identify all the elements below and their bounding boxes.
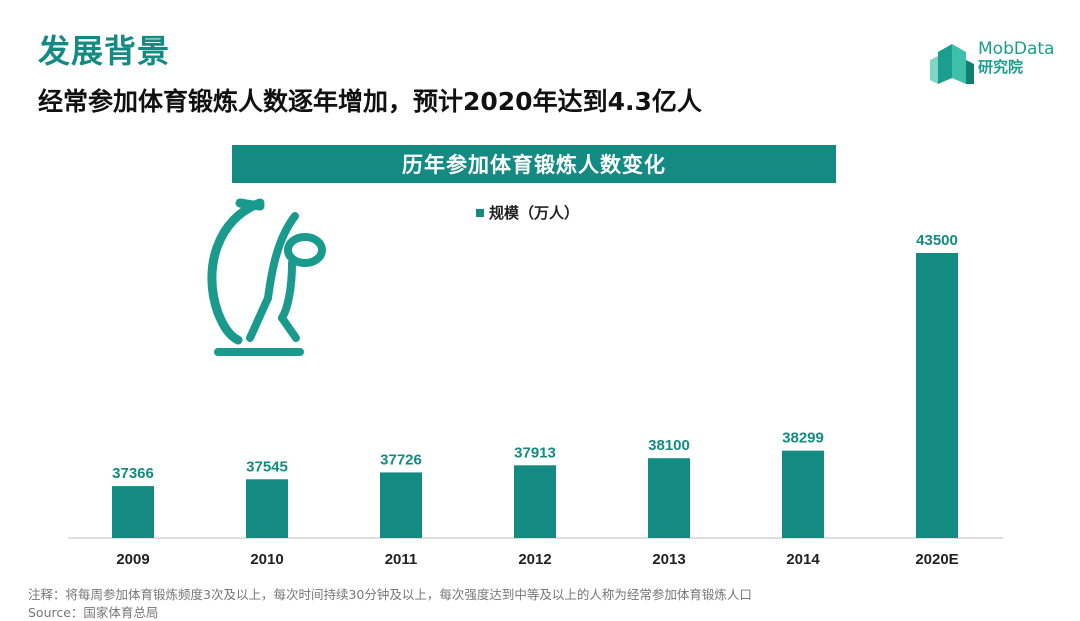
logo-mark-icon <box>930 44 974 84</box>
bar-2013 <box>648 458 690 538</box>
bar-2012 <box>514 465 556 538</box>
chart-legend: 规模（万人） <box>476 202 579 223</box>
data-label-2014: 38299 <box>782 430 824 447</box>
x-tick-label-2011: 2011 <box>385 551 418 568</box>
source-note: Source：国家体育总局 <box>28 605 159 620</box>
data-label-2020E: 43500 <box>916 232 958 249</box>
bar-2011 <box>380 472 422 538</box>
bar-2020E <box>916 253 958 538</box>
x-tick-label-2010: 2010 <box>250 551 283 568</box>
x-tick-label-2014: 2014 <box>786 551 820 568</box>
athlete-icon <box>207 198 326 356</box>
x-tick-label-2020E: 2020E <box>915 551 958 568</box>
legend-label: 规模（万人） <box>489 204 580 222</box>
data-label-2009: 37366 <box>112 465 154 482</box>
data-label-2012: 37913 <box>514 444 556 461</box>
data-label-2013: 38100 <box>648 437 690 454</box>
bar-2014 <box>782 450 824 538</box>
bar-2009 <box>112 486 154 538</box>
chart-title-banner: 历年参加体育锻炼人数变化 <box>232 145 836 183</box>
data-label-2010: 37545 <box>246 458 288 475</box>
data-label-2011: 37726 <box>380 451 422 468</box>
bar-2010 <box>246 479 288 538</box>
logo-subtitle: 研究院 <box>978 58 1024 76</box>
headline: 经常参加体育锻炼人数逐年增加，预计2020年达到4.3亿人 <box>38 87 702 116</box>
legend-swatch <box>476 208 484 217</box>
mobdata-logo: MobData 研究院 <box>930 38 1070 84</box>
x-tick-label-2012: 2012 <box>518 551 551 568</box>
x-tick-label-2009: 2009 <box>116 551 149 568</box>
footnote: 注释：将每周参加体育锻炼频度3次及以上，每次时间持续30分钟及以上，每次强度达到… <box>28 587 752 602</box>
logo-brand: MobData <box>978 39 1055 59</box>
section-title: 发展背景 <box>38 32 171 70</box>
x-tick-label-2013: 2013 <box>652 551 685 568</box>
